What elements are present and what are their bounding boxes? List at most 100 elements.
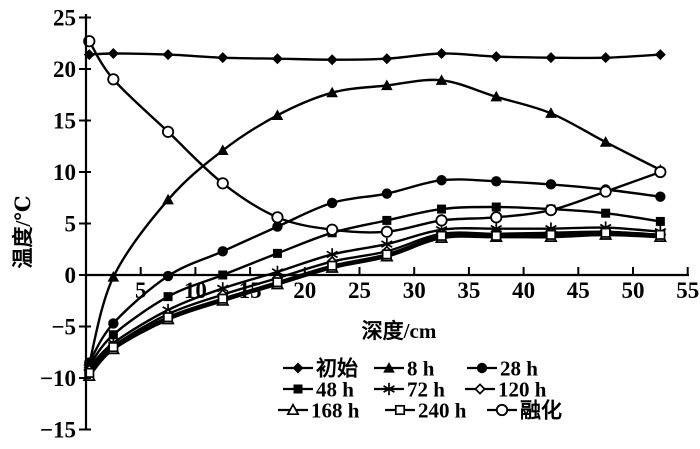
series-marker-28h (272, 221, 283, 232)
series-marker-initial (271, 53, 283, 65)
series-marker-8h (271, 109, 284, 120)
series-marker-initial (654, 49, 666, 61)
series-marker-initial (600, 52, 612, 64)
series-marker-240h (163, 312, 174, 323)
series-marker-8h (162, 193, 174, 205)
series-marker-240h (327, 260, 338, 271)
series-marker-240h (272, 277, 283, 288)
series-marker-28h (491, 176, 502, 187)
x-tick-label: 45 (567, 278, 590, 303)
series-marker-240h (491, 230, 502, 241)
x-axis-title: 深度/cm (362, 319, 437, 343)
x-tick-label: 25 (348, 278, 371, 303)
y-tick-label: −10 (40, 366, 76, 391)
y-tick-label: 10 (53, 160, 76, 185)
legend-marker-168h (286, 402, 300, 416)
series-marker-melt (490, 211, 503, 224)
series-marker-28h (436, 175, 447, 186)
series-marker-8h (326, 86, 338, 98)
series-marker-melt (326, 223, 339, 236)
series-marker-initial (436, 48, 448, 60)
legend-marker-28h (476, 362, 488, 374)
y-tick-label: 5 (65, 212, 77, 237)
series-marker-48h (382, 215, 392, 225)
series-marker-8h (107, 271, 120, 282)
series-marker-melt (435, 214, 448, 227)
legend-marker-240h (394, 404, 406, 416)
series-marker-240h (436, 230, 447, 241)
series-marker-melt (161, 125, 175, 138)
series-marker-240h (217, 293, 228, 304)
series-marker-8h (599, 136, 612, 147)
series-marker-48h (601, 208, 611, 218)
series-marker-28h (655, 191, 666, 202)
x-tick-label: 30 (403, 278, 426, 303)
legend-label-8h: 8 h (407, 357, 435, 381)
series-marker-initial (217, 52, 229, 64)
legend-label-initial: 初始 (316, 357, 358, 381)
series-marker-28h (326, 197, 338, 209)
legend-marker-initial (292, 362, 304, 374)
legend-item-8h: 8 h (374, 357, 435, 381)
series-marker-initial (545, 52, 557, 64)
series-marker-48h (163, 292, 173, 302)
legend-marker-8h (383, 362, 395, 373)
x-tick-label: 5 (135, 278, 147, 303)
series-marker-melt (216, 177, 229, 190)
series-marker-initial (326, 54, 338, 66)
legend-item-240h: 240 h (385, 399, 467, 423)
series-marker-48h (491, 202, 501, 212)
x-tick-label: 20 (293, 278, 316, 303)
y-tick-label: −5 (51, 315, 76, 340)
series-markers-initial (83, 48, 666, 66)
series-marker-48h (272, 248, 282, 258)
legend-item-28h: 28 h (467, 357, 538, 381)
legend-label-melt: 融化 (520, 399, 562, 423)
legend-label-240h: 240 h (418, 399, 467, 423)
legend-marker-72h (383, 382, 395, 396)
series-marker-240h (655, 229, 666, 240)
x-tick-label: 40 (512, 278, 535, 303)
x-tick-label: 50 (622, 278, 645, 303)
series-marker-melt (380, 225, 393, 238)
series-marker-melt (271, 211, 284, 224)
series-marker-48h (437, 204, 447, 214)
series-marker-melt (654, 165, 667, 179)
series-marker-48h (108, 330, 118, 340)
series-markers-240h (84, 227, 666, 378)
series-marker-28h (381, 188, 393, 199)
legend-label-72h: 72 h (407, 378, 445, 402)
legend-item-168h: 168 h (278, 399, 360, 423)
legend-label-120h: 120 h (498, 378, 547, 402)
series-marker-240h (108, 342, 119, 353)
series-marker-8h (435, 74, 448, 85)
legend-item-120h: 120 h (465, 378, 547, 402)
series-marker-240h (600, 227, 611, 238)
series-marker-28h (217, 246, 228, 257)
series-marker-240h (545, 229, 556, 240)
legend-item-48h: 48 h (283, 378, 354, 402)
legend-label-28h: 28 h (500, 357, 538, 381)
legend-item-72h: 72 h (374, 378, 445, 402)
series-line-72h (88, 226, 661, 369)
y-tick-label: 0 (65, 263, 77, 288)
series-marker-melt (599, 185, 612, 198)
legend-marker-48h (293, 384, 303, 394)
series-marker-8h (545, 107, 557, 118)
series-marker-8h (216, 144, 229, 155)
series-marker-8h (490, 90, 503, 102)
x-tick-label: 35 (457, 278, 480, 303)
legend-marker-120h (474, 383, 486, 395)
y-axis-title: 温度/℃ (11, 196, 35, 269)
series-marker-initial (107, 48, 119, 60)
series-marker-28h (545, 179, 557, 190)
y-tick-label: 15 (53, 109, 76, 134)
series-marker-28h (108, 318, 119, 329)
y-tick-label: 20 (53, 57, 76, 82)
series-marker-8h (381, 79, 393, 91)
series-marker-240h (381, 249, 392, 260)
series-marker-melt (544, 204, 558, 217)
series-marker-initial (490, 51, 502, 63)
